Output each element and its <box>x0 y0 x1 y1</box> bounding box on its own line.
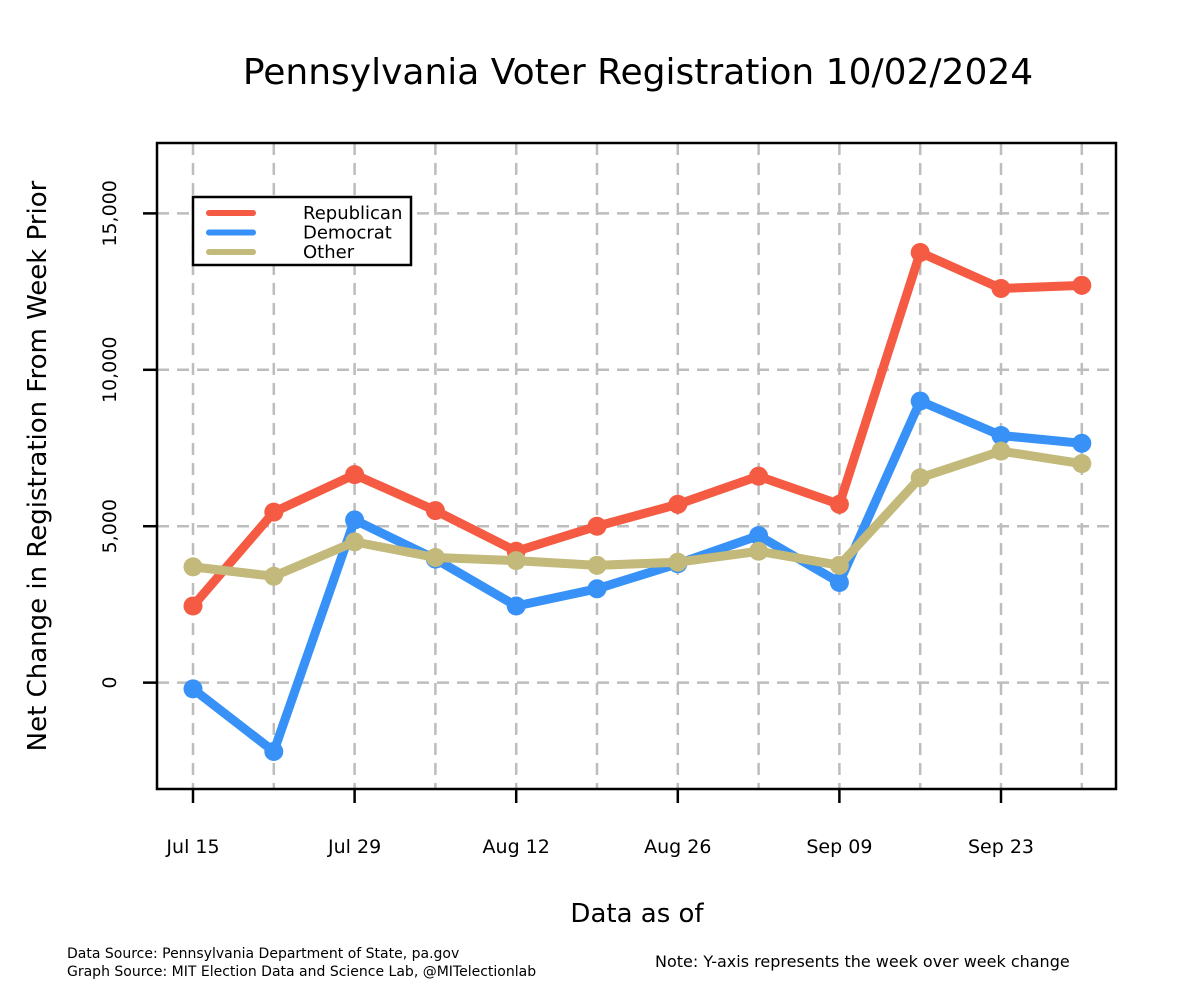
y-tick-label: 10,000 <box>99 337 121 403</box>
data-point-other <box>183 557 203 577</box>
legend-label-other: Other <box>303 242 355 263</box>
chart-title: Pennsylvania Voter Registration 10/02/20… <box>243 52 1033 93</box>
x-tick-label: Aug 26 <box>644 836 711 858</box>
x-axis-label: Data as of <box>570 899 704 929</box>
x-tick-label: Sep 09 <box>806 836 872 858</box>
data-point-democrat <box>749 526 769 546</box>
y-tick-label: 5,000 <box>99 499 121 553</box>
data-point-democrat <box>910 391 930 411</box>
data-point-democrat <box>345 510 365 530</box>
data-point-republican <box>264 502 284 522</box>
data-point-democrat <box>1072 433 1092 453</box>
data-source-text: Data Source: Pennsylvania Department of … <box>67 946 459 962</box>
y-axis: 0 5,000 10,000 15,000 <box>99 180 157 689</box>
data-point-republican <box>991 278 1011 298</box>
data-point-other <box>749 541 769 561</box>
data-point-republican <box>749 466 769 486</box>
data-point-other <box>506 551 526 571</box>
data-point-democrat <box>587 579 607 599</box>
x-tick-label: Aug 12 <box>483 836 550 858</box>
y-tick-label: 0 <box>99 677 121 689</box>
data-point-democrat <box>183 679 203 699</box>
x-axis: Jul 15 Jul 29 Aug 12 Aug 26 Sep 09 Sep 23 <box>165 789 1034 858</box>
series-other <box>183 441 1092 586</box>
data-point-republican <box>587 516 607 536</box>
series-democrat <box>183 391 1092 761</box>
data-point-other <box>1072 454 1092 474</box>
x-tick-label: Jul 29 <box>327 836 381 858</box>
data-point-republican <box>183 596 203 616</box>
data-point-democrat <box>991 425 1011 445</box>
data-point-other <box>668 552 688 572</box>
data-point-republican <box>345 465 365 485</box>
graph-source-text: Graph Source: MIT Election Data and Scie… <box>67 964 536 980</box>
data-point-democrat <box>264 741 284 761</box>
x-tick-label: Sep 23 <box>968 836 1034 858</box>
note-text: Note: Y-axis represents the week over we… <box>655 952 1070 971</box>
series-line-republican <box>188 247 1087 611</box>
plot-frame <box>155 141 1118 791</box>
data-point-other <box>587 555 607 575</box>
data-point-democrat <box>829 573 849 593</box>
series-line-democrat <box>188 396 1087 756</box>
legend-label-republican: Republican <box>303 203 402 224</box>
data-point-other <box>910 468 930 488</box>
y-axis-label: Net Change in Registration From Week Pri… <box>23 180 53 751</box>
data-point-other <box>345 532 365 552</box>
data-point-other <box>991 441 1011 461</box>
data-point-republican <box>1072 275 1092 295</box>
data-point-other <box>425 548 445 568</box>
series-line-other <box>188 446 1087 581</box>
series-layer <box>183 242 1092 761</box>
legend-label-democrat: Democrat <box>303 223 392 244</box>
data-point-other <box>264 566 284 586</box>
data-point-republican <box>910 242 930 262</box>
data-point-republican <box>668 494 688 514</box>
series-republican <box>183 242 1092 616</box>
x-tick-label: Jul 15 <box>165 836 219 858</box>
data-point-other <box>829 555 849 575</box>
data-point-democrat <box>506 596 526 616</box>
data-point-republican <box>829 494 849 514</box>
data-point-republican <box>425 501 445 521</box>
y-tick-label: 15,000 <box>99 180 121 246</box>
